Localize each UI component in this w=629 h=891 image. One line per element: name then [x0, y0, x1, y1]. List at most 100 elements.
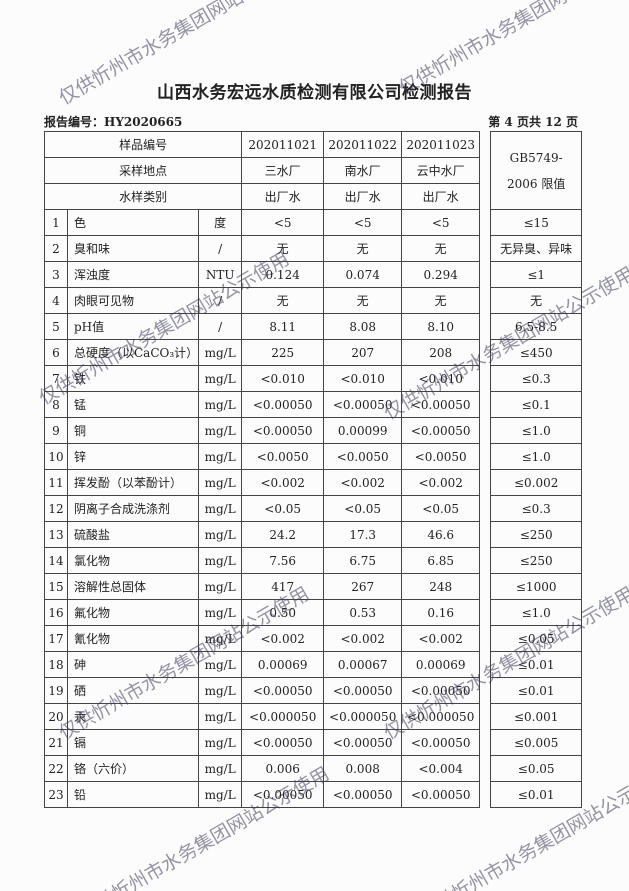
limit-value: ≤1 [490, 261, 583, 288]
row-number: 7 [44, 365, 68, 392]
unit: mg/L [198, 781, 243, 808]
result-value: 0.00099 [323, 417, 403, 444]
result-value: 无 [241, 235, 325, 262]
result-value: <0.00050 [241, 417, 325, 444]
table-row: 23 铅 mg/L <0.00050 <0.00050 <0.00050 ≤0.01 [44, 781, 583, 808]
gap [479, 521, 492, 548]
result-value: 0.00069 [241, 651, 325, 678]
result-value: 无 [401, 287, 481, 314]
header-type: 水样类别 出厂水 出厂水 出厂水 [43, 183, 582, 210]
table-row: 14 氯化物 mg/L 7.56 6.75 6.85 ≤250 [44, 547, 583, 574]
gap [479, 469, 492, 496]
unit: mg/L [198, 599, 243, 626]
unit: mg/L [198, 495, 243, 522]
unit: mg/L [198, 547, 243, 574]
row-number: 2 [44, 235, 68, 262]
gap [479, 261, 492, 288]
row-number: 1 [44, 209, 68, 236]
unit: mg/L [198, 443, 243, 470]
unit: mg/L [198, 417, 243, 444]
limit-value: 无异臭、异味 [490, 235, 583, 262]
row-number: 18 [44, 651, 68, 678]
row-number: 22 [44, 755, 68, 782]
row-number: 4 [44, 287, 68, 314]
parameter-name: pH值 [66, 313, 200, 340]
result-value: <0.05 [323, 495, 403, 522]
result-value: 46.6 [401, 521, 481, 548]
sample-type: 出厂水 [241, 183, 325, 210]
row-number: 10 [44, 443, 68, 470]
result-value: <0.0050 [241, 443, 325, 470]
unit: mg/L [198, 573, 243, 600]
table-row: 21 镉 mg/L <0.00050 <0.00050 <0.00050 ≤0.005 [44, 729, 583, 756]
result-value: 无 [323, 235, 403, 262]
parameter-name: 色 [66, 209, 200, 236]
result-value: 0.16 [401, 599, 481, 626]
limit-value: 无 [490, 287, 583, 314]
sample-type: 出厂水 [401, 183, 481, 210]
row-number: 6 [44, 339, 68, 366]
result-value: <0.002 [241, 469, 325, 496]
sample-no-label: 样品编号 [43, 131, 243, 158]
result-value: 8.08 [323, 313, 403, 340]
table-row: 12 阴离子合成洗涤剂 mg/L <0.05 <0.05 <0.05 ≤0.3 [44, 495, 583, 522]
gap [479, 287, 492, 314]
table-row: 19 硒 mg/L <0.00050 <0.00050 <0.00050 ≤0.01 [44, 677, 583, 704]
result-value: 248 [401, 573, 481, 600]
result-value: 208 [401, 339, 481, 366]
limit-value: ≤0.005 [490, 729, 583, 756]
sample-type: 出厂水 [323, 183, 403, 210]
header-site: 采样地点 三水厂 南水厂 云中水厂 [43, 157, 582, 184]
parameter-name: 氰化物 [66, 625, 200, 652]
result-value: <0.000050 [241, 703, 325, 730]
table-row: 8 锰 mg/L <0.00050 <0.00050 <0.00050 ≤0.1 [44, 391, 583, 418]
limit-value: ≤15 [490, 209, 583, 236]
result-value: 6.75 [323, 547, 403, 574]
gap [479, 547, 492, 574]
gap [479, 781, 492, 808]
gap [479, 209, 492, 236]
result-value: <0.004 [401, 755, 481, 782]
result-value: 0.00069 [401, 651, 481, 678]
parameter-name: 铁 [66, 365, 200, 392]
result-value: <0.00050 [323, 781, 403, 808]
unit: / [198, 235, 243, 262]
result-value: 0.006 [241, 755, 325, 782]
parameter-name: 总硬度（以CaCO₃计） [66, 339, 200, 366]
gap [479, 755, 492, 782]
result-value: 17.3 [323, 521, 403, 548]
result-value: 6.85 [401, 547, 481, 574]
unit: mg/L [198, 469, 243, 496]
limit-value: ≤0.01 [490, 781, 583, 808]
row-number: 16 [44, 599, 68, 626]
result-value: 225 [241, 339, 325, 366]
limit-value: ≤0.3 [490, 365, 583, 392]
result-value: <0.00050 [323, 391, 403, 418]
gap [479, 391, 492, 418]
result-value: 207 [323, 339, 403, 366]
parameter-name: 肉眼可见物 [66, 287, 200, 314]
result-value: <0.00050 [401, 391, 481, 418]
gap [479, 443, 492, 470]
gap [479, 339, 492, 366]
table-row: 4 肉眼可见物 / 无无无无 [44, 287, 583, 314]
unit: mg/L [198, 703, 243, 730]
parameter-name: 锌 [66, 443, 200, 470]
gap [479, 703, 492, 730]
gap [479, 625, 492, 652]
table-row: 1 色度 <5 <5 <5 ≤15 [44, 209, 583, 236]
gap [479, 729, 492, 756]
result-value: 无 [401, 235, 481, 262]
result-value: <0.002 [241, 625, 325, 652]
unit: / [198, 313, 243, 340]
result-value: <0.00050 [241, 729, 325, 756]
report-number: 报告编号：HY2020665 [44, 115, 183, 129]
result-value: <0.00050 [241, 391, 325, 418]
result-value: <0.002 [401, 625, 481, 652]
unit: / [198, 287, 243, 314]
sample-site: 三水厂 [241, 157, 325, 184]
gap [479, 365, 492, 392]
result-value: 0.00067 [323, 651, 403, 678]
table-row: 7 铁 mg/L <0.010 <0.010 <0.010 ≤0.3 [44, 365, 583, 392]
